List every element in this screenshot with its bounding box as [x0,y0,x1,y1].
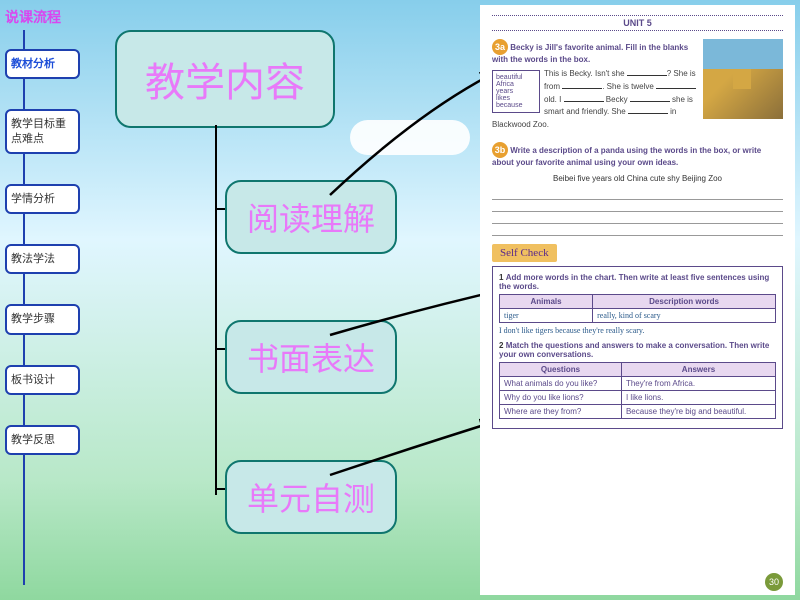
example-sentence: I don't like tigers because they're real… [499,326,776,335]
write-line [492,190,783,200]
q-num: 2 [499,341,503,350]
tree-root: 教学内容 [115,30,335,128]
q-prompt: Match the questions and answers to make … [499,341,769,359]
cloud-decor [350,120,470,155]
th: Animals [500,294,593,308]
write-line [492,214,783,224]
tree-child: 单元自测 [225,460,397,534]
td: tiger [500,308,593,322]
page-number: 30 [765,573,783,591]
sc-table-1: AnimalsDescription words tigerreally, ki… [499,294,776,323]
ex-prompt: Write a description of a panda using the… [492,146,761,167]
ex-badge: 3b [492,142,508,158]
q-num: 1 [499,273,503,282]
textbook-page: UNIT 5 3a Becky is Jill's favorite anima… [480,5,795,595]
ex-prompt: Becky is Jill's favorite animal. Fill in… [492,43,688,64]
tree-connector [215,125,217,495]
sidebar-item[interactable]: 教学目标重点难点 [5,109,80,154]
word-list: Beibei five years old China cute shy Bei… [492,171,783,186]
sc-q1: 1 Add more words in the chart. Then writ… [499,273,776,335]
sc-table-2: QuestionsAnswersWhat animals do you like… [499,362,776,419]
word-box: beautifulAfricayearslikesbecause [492,70,540,113]
sidebar-item[interactable]: 教法学法 [5,244,80,274]
ex-badge: 3a [492,39,508,55]
self-check-body: 1 Add more words in the chart. Then writ… [492,266,783,429]
unit-header: UNIT 5 [492,15,783,31]
sidebar-title: 说课流程 [5,5,80,29]
th: Description words [593,294,776,308]
sidebar-item[interactable]: 学情分析 [5,184,80,214]
sidebar-item[interactable]: 板书设计 [5,365,80,395]
sc-q2: 2 Match the questions and answers to mak… [499,341,776,419]
td: really, kind of scary [593,308,776,322]
self-check-header: Self Check [492,244,557,262]
tree-child: 阅读理解 [225,180,397,254]
sidebar: 说课流程 教材分析教学目标重点难点学情分析教法学法教学步骤板书设计教学反思 [5,5,80,485]
sidebar-item[interactable]: 教学反思 [5,425,80,455]
q-prompt: Add more words in the chart. Then write … [499,273,769,291]
exercise-3a: 3a Becky is Jill's favorite animal. Fill… [492,39,783,132]
giraffe-image [703,39,783,119]
write-line [492,226,783,236]
tree-child: 书面表达 [225,320,397,394]
sidebar-item[interactable]: 教学步骤 [5,304,80,334]
exercise-3b: 3b Write a description of a panda using … [492,142,783,236]
write-line [492,202,783,212]
sidebar-item[interactable]: 教材分析 [5,49,80,79]
